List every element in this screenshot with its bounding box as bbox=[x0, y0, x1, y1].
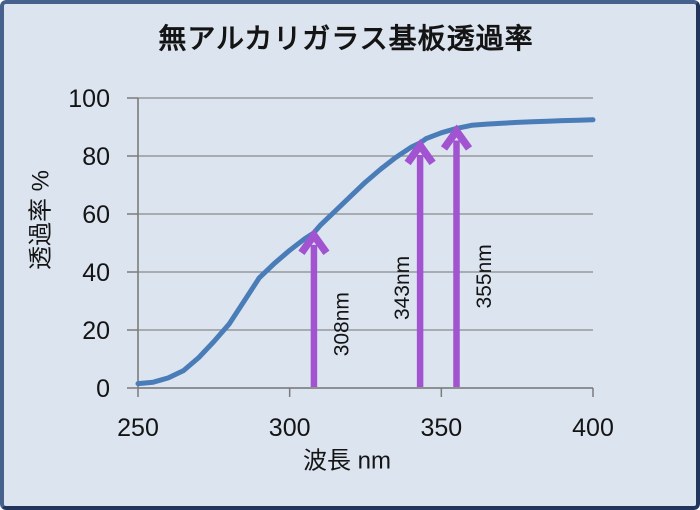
x-tick-label: 350 bbox=[420, 414, 462, 442]
y-tick-label: 60 bbox=[82, 201, 110, 229]
y-tick-label: 20 bbox=[82, 317, 110, 345]
annotation-label: 308nm bbox=[330, 292, 353, 356]
annotation-label: 355nm bbox=[473, 244, 496, 308]
y-tick-label: 40 bbox=[82, 259, 110, 287]
annotation-label: 343nm bbox=[391, 256, 414, 320]
annotation-arrowhead bbox=[404, 138, 436, 166]
transmittance-curve bbox=[135, 117, 596, 387]
y-tick-label: 80 bbox=[82, 143, 110, 171]
x-tick-label: 300 bbox=[269, 414, 311, 442]
y-tick-label: 100 bbox=[68, 85, 110, 113]
x-tick-label: 400 bbox=[572, 414, 614, 442]
x-tick-label: 250 bbox=[117, 414, 159, 442]
annotation-arrowhead bbox=[298, 228, 330, 256]
chart-title: 無アルカリガラス基板透過率 bbox=[158, 23, 534, 54]
x-axis-title: 波長 nm bbox=[302, 447, 392, 475]
annotation-arrowhead bbox=[440, 124, 473, 151]
y-tick-label: 0 bbox=[96, 375, 110, 403]
